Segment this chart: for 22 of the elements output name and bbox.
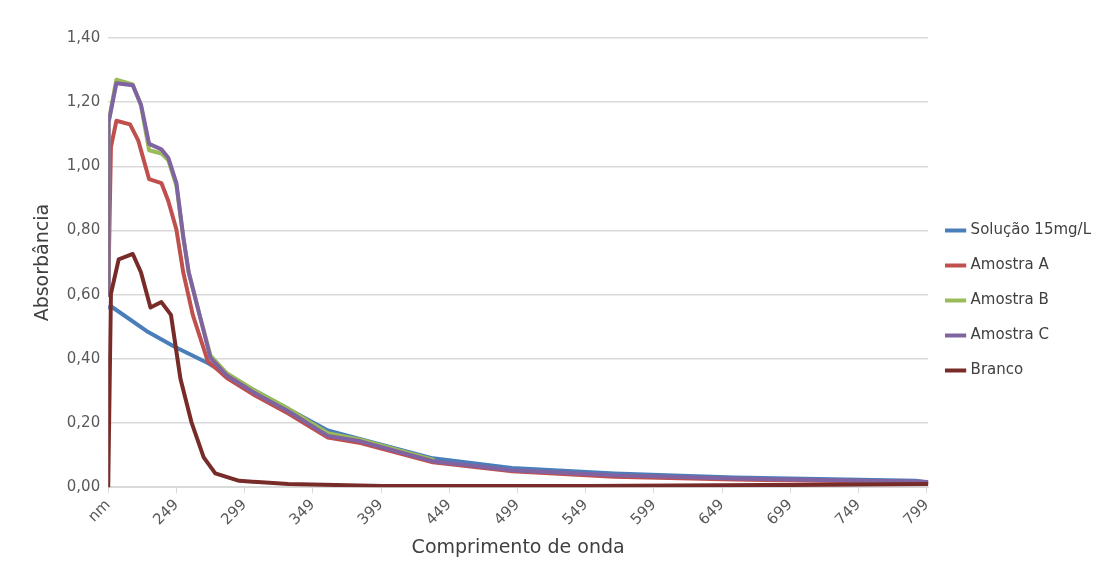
legend-label: Branco [970, 360, 1024, 379]
x-tick-label: 649 [694, 495, 728, 529]
y-tick-label: 1,40 [66, 27, 101, 46]
x-tick-label: 499 [490, 495, 524, 529]
x-tick-label: 749 [831, 495, 865, 529]
y-tick-label: 0,00 [66, 477, 101, 496]
legend-label: Solução 15mg/L [970, 220, 1092, 239]
legend-label: Amostra A [970, 255, 1050, 274]
x-tick-label: 799 [899, 495, 933, 529]
y-tick-label: 1,00 [66, 156, 101, 175]
x-tick-label: 699 [762, 495, 796, 529]
y-tick-label: 1,20 [66, 92, 101, 111]
x-axis-title: Comprimento de onda [411, 534, 625, 557]
y-tick-label: 0,60 [66, 284, 101, 303]
y-axis-title: Absorbância [30, 203, 53, 322]
x-tick-label: nm [83, 495, 114, 526]
y-tick-label: 0,40 [66, 348, 101, 367]
legend-label: Amostra B [970, 290, 1049, 309]
x-tick-label: 449 [421, 495, 455, 529]
y-tick-label: 0,80 [66, 220, 101, 239]
y-tick-label: 0,20 [66, 412, 101, 431]
legend-label: Amostra C [970, 325, 1049, 344]
